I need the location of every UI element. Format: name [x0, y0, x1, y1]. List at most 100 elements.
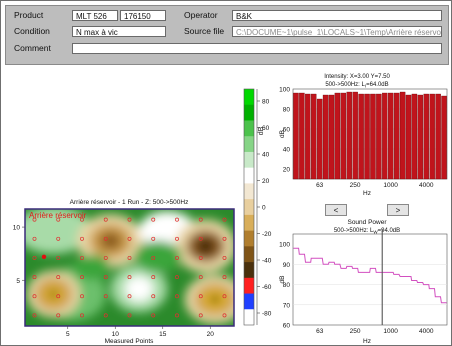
intensity-bar[interactable] — [370, 93, 376, 180]
intensity-bar[interactable] — [346, 91, 352, 180]
next-frequency-button[interactable]: > — [387, 204, 409, 216]
measurement-point[interactable] — [175, 217, 179, 222]
measurement-point[interactable] — [222, 255, 227, 260]
intensity-bar[interactable] — [388, 92, 394, 180]
intensity-bar[interactable] — [411, 93, 418, 180]
measurement-point[interactable] — [198, 217, 203, 222]
measurement-point[interactable] — [56, 255, 61, 260]
operator-field[interactable]: B&K — [232, 10, 442, 21]
intensity-bar[interactable] — [405, 94, 412, 180]
measurement-point[interactable] — [56, 236, 61, 241]
measurement-point[interactable] — [151, 255, 156, 260]
measurement-point[interactable] — [103, 313, 108, 318]
measurement-point[interactable] — [151, 275, 156, 280]
measurement-point[interactable] — [103, 217, 108, 222]
intensity-bar[interactable] — [299, 92, 305, 180]
contour-map[interactable] — [16, 207, 246, 326]
measurement-point[interactable] — [222, 217, 227, 222]
measurement-point[interactable] — [32, 217, 37, 222]
measurement-point[interactable] — [56, 217, 61, 222]
measurement-point[interactable] — [175, 275, 179, 280]
measurement-point[interactable] — [175, 236, 179, 241]
intensity-bar[interactable] — [376, 93, 382, 180]
intensity-bar[interactable] — [358, 93, 364, 180]
measurement-point[interactable] — [103, 236, 108, 241]
measurement-point[interactable] — [175, 255, 179, 260]
measurement-point[interactable] — [103, 294, 108, 299]
intensity-spectrum-chart[interactable]: 100 80 60 40 20 dB 63 250 1000 4000 — [279, 87, 448, 190]
measurement-point[interactable] — [127, 313, 132, 318]
header-panel: Product MLT 526 176150 Condition N max à… — [5, 5, 449, 65]
intensity-bar[interactable] — [435, 93, 441, 180]
intensity-bar[interactable] — [334, 92, 341, 180]
measurement-point[interactable] — [127, 255, 132, 260]
sound-power-chart[interactable]: 100 90 80 70 60 dB 63 250 1000 4000 — [279, 229, 448, 335]
measurement-point[interactable] — [222, 275, 227, 280]
measurement-point[interactable] — [198, 255, 203, 260]
intensity-bar[interactable] — [364, 93, 370, 180]
measurement-point[interactable] — [80, 255, 84, 260]
measurement-point[interactable] — [127, 217, 132, 222]
measurement-point[interactable] — [222, 294, 227, 299]
measurement-point[interactable] — [32, 275, 37, 280]
measurement-point[interactable] — [198, 236, 203, 241]
intensity-bar[interactable] — [305, 93, 311, 180]
intensity-bar[interactable] — [340, 92, 347, 180]
measurement-point[interactable] — [103, 275, 108, 280]
measurement-point[interactable] — [80, 217, 84, 222]
measurement-point[interactable] — [127, 294, 132, 299]
measurement-point[interactable] — [151, 294, 156, 299]
intensity-bar[interactable] — [328, 94, 335, 180]
source-file-field[interactable]: C:\DOCUME~1\pulse_1\LOCALS~1\Temp\Arrièr… — [232, 26, 442, 37]
measurement-point[interactable] — [198, 294, 203, 299]
measurement-point[interactable] — [151, 217, 156, 222]
intensity-bar[interactable] — [311, 93, 317, 180]
measurement-point[interactable] — [151, 236, 156, 241]
measurement-point[interactable] — [151, 313, 156, 318]
measurement-point[interactable] — [175, 294, 179, 299]
measurement-point[interactable] — [222, 313, 227, 318]
measurement-point[interactable] — [56, 313, 61, 318]
power-x-tick: 250 — [350, 328, 361, 335]
power-spectrum-line[interactable] — [293, 247, 447, 304]
scale-tick-label: 80 — [262, 99, 270, 106]
measurement-point[interactable] — [32, 294, 37, 299]
prev-frequency-button[interactable]: < — [325, 204, 347, 216]
intensity-bar[interactable] — [429, 93, 435, 180]
measurement-point[interactable] — [56, 294, 61, 299]
product-field[interactable]: MLT 526 — [72, 10, 118, 21]
intensity-bar[interactable] — [423, 93, 429, 180]
measurement-point[interactable] — [222, 236, 227, 241]
comment-field[interactable] — [72, 43, 442, 54]
intensity-bar[interactable] — [352, 91, 358, 180]
measurement-point[interactable] — [80, 294, 84, 299]
intensity-bar[interactable] — [393, 92, 400, 180]
intensity-subtitle-sub: I — [365, 84, 366, 89]
measurement-point[interactable] — [56, 275, 61, 280]
measurement-point[interactable] — [127, 275, 132, 280]
intensity-bar[interactable] — [441, 95, 447, 180]
intensity-bar[interactable] — [316, 98, 323, 180]
measurement-point[interactable] — [175, 313, 179, 318]
measurement-point[interactable] — [80, 313, 84, 318]
measurement-point[interactable] — [32, 255, 37, 260]
operator-label: Operator — [184, 10, 218, 20]
scale-swatch — [244, 104, 254, 121]
intensity-bar[interactable] — [417, 94, 424, 180]
measurement-point[interactable] — [32, 236, 37, 241]
condition-field[interactable]: N max à vic — [72, 26, 166, 37]
intensity-bar[interactable] — [293, 92, 299, 180]
power-ylabel: dB — [279, 276, 286, 284]
measurement-point[interactable] — [80, 275, 84, 280]
measurement-point[interactable] — [80, 236, 84, 241]
intensity-bar[interactable] — [382, 92, 388, 180]
intensity-bar[interactable] — [399, 91, 406, 180]
measurement-point[interactable] — [198, 313, 203, 318]
product-id-field[interactable]: 176150 — [120, 10, 166, 21]
measurement-point[interactable] — [198, 275, 203, 280]
intensity-bar[interactable] — [322, 94, 329, 180]
measurement-point[interactable] — [32, 313, 37, 318]
selected-point[interactable] — [41, 254, 47, 260]
measurement-point[interactable] — [127, 236, 132, 241]
measurement-point[interactable] — [103, 255, 108, 260]
